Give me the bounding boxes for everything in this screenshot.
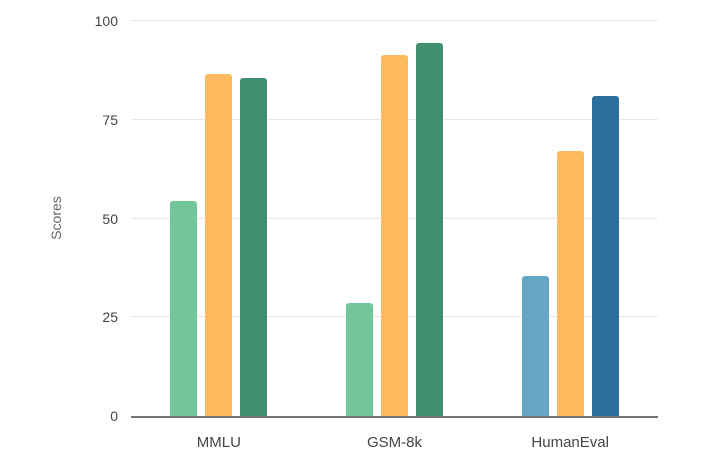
x-axis-labels: MMLU GSM-8k HumanEval bbox=[131, 434, 658, 451]
bar-GSM-8k-series-3 bbox=[415, 42, 443, 416]
bar-HumanEval-series-2 bbox=[556, 151, 584, 416]
bar-HumanEval-series-1 bbox=[521, 275, 549, 416]
category-label-MMLU: MMLU bbox=[196, 434, 241, 451]
bar-MMLU-series-3 bbox=[240, 78, 268, 416]
bar-MMLU-series-2 bbox=[205, 74, 233, 416]
bar-GSM-8k-series-2 bbox=[380, 54, 408, 416]
category-label-HumanEval: HumanEval bbox=[531, 434, 609, 451]
bar-group-GSM-8k bbox=[345, 21, 443, 416]
y-tick-label-50: 50 bbox=[102, 210, 118, 227]
y-tick-label-25: 25 bbox=[102, 309, 118, 326]
bar-GSM-8k-series-1 bbox=[345, 303, 373, 416]
bars-layer bbox=[131, 21, 658, 416]
y-tick-label-100: 100 bbox=[94, 13, 118, 29]
category-label-GSM-8k: GSM-8k bbox=[367, 434, 423, 451]
bar-group-HumanEval bbox=[521, 21, 619, 416]
bar-MMLU-series-1 bbox=[170, 200, 198, 416]
y-axis-ticks: 0 25 50 75 100 bbox=[0, 0, 118, 467]
y-axis-title: Scores bbox=[48, 196, 64, 240]
bar-HumanEval-series-3 bbox=[591, 96, 619, 416]
gridline-100 bbox=[131, 20, 658, 21]
y-tick-label-0: 0 bbox=[110, 408, 118, 424]
plot-area bbox=[131, 20, 658, 418]
bar-group-MMLU bbox=[170, 21, 268, 416]
y-tick-label-75: 75 bbox=[102, 111, 118, 128]
